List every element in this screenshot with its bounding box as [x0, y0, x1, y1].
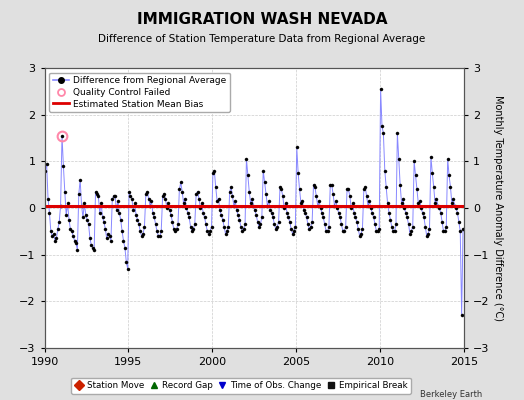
Legend: Station Move, Record Gap, Time of Obs. Change, Empirical Break: Station Move, Record Gap, Time of Obs. C… — [71, 378, 411, 394]
Text: Difference of Station Temperature Data from Regional Average: Difference of Station Temperature Data f… — [99, 34, 425, 44]
Y-axis label: Monthly Temperature Anomaly Difference (°C): Monthly Temperature Anomaly Difference (… — [493, 95, 503, 321]
Text: IMMIGRATION WASH NEVADA: IMMIGRATION WASH NEVADA — [137, 12, 387, 27]
Legend: Difference from Regional Average, Quality Control Failed, Estimated Station Mean: Difference from Regional Average, Qualit… — [49, 72, 230, 112]
Text: Berkeley Earth: Berkeley Earth — [420, 390, 482, 399]
